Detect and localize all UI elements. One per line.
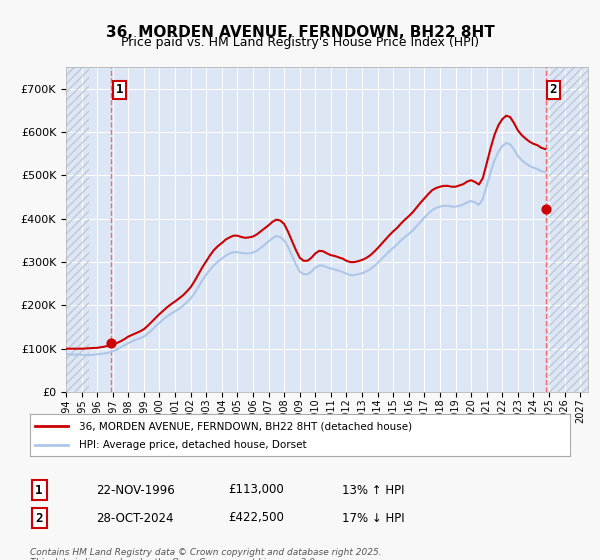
Text: 28-OCT-2024: 28-OCT-2024 [96,511,173,525]
Text: 2: 2 [550,83,557,96]
Text: HPI: Average price, detached house, Dorset: HPI: Average price, detached house, Dors… [79,440,306,450]
Text: 2: 2 [35,511,43,525]
Text: 36, MORDEN AVENUE, FERNDOWN, BH22 8HT (detached house): 36, MORDEN AVENUE, FERNDOWN, BH22 8HT (d… [79,421,412,431]
Bar [549,67,596,392]
Text: £422,500: £422,500 [228,511,284,525]
Text: 1: 1 [116,83,124,96]
Point [106,339,116,348]
Text: 22-NOV-1996: 22-NOV-1996 [96,483,175,497]
Text: £113,000: £113,000 [228,483,284,497]
Text: 36, MORDEN AVENUE, FERNDOWN, BH22 8HT: 36, MORDEN AVENUE, FERNDOWN, BH22 8HT [106,25,494,40]
Text: 13% ↑ HPI: 13% ↑ HPI [342,483,404,497]
Text: 17% ↓ HPI: 17% ↓ HPI [342,511,404,525]
Text: Contains HM Land Registry data © Crown copyright and database right 2025.
This d: Contains HM Land Registry data © Crown c… [30,548,382,560]
Bar [66,67,89,392]
Point [542,204,551,213]
Text: 1: 1 [35,483,43,497]
Text: Price paid vs. HM Land Registry's House Price Index (HPI): Price paid vs. HM Land Registry's House … [121,36,479,49]
